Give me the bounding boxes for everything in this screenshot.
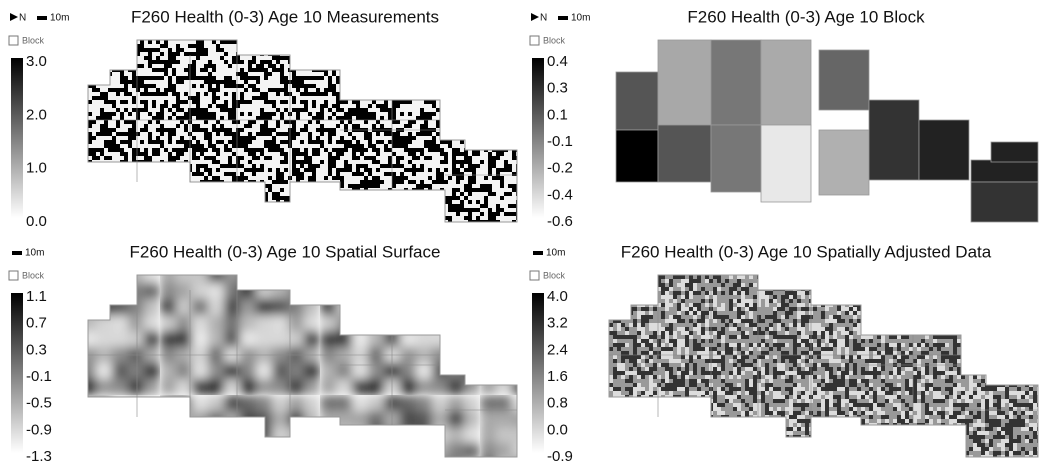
north-label: N — [19, 13, 26, 24]
panel: 10m F260 Health (0-3) Age 10 Spatial Surf… — [8, 242, 518, 465]
legend-box — [529, 270, 540, 281]
block — [710, 39, 762, 126]
colorbar-tick: 2.4 — [547, 341, 568, 358]
block — [760, 124, 812, 203]
colorbar-tick: -1.3 — [26, 448, 52, 465]
block — [760, 39, 812, 126]
block-lines — [88, 55, 517, 190]
map-area — [87, 39, 518, 223]
block — [868, 99, 920, 181]
colorbar — [11, 58, 23, 218]
colorbar-tick: 0.0 — [547, 421, 568, 438]
block — [657, 124, 712, 183]
panel-title: F260 Health (0-3) Age 10 Block — [687, 7, 925, 26]
legend-box — [8, 35, 19, 46]
colorbar-tick: -0.1 — [26, 368, 52, 385]
colorbar-tick: 3.2 — [547, 315, 568, 332]
panel: 10m F260 Health (0-3) Age 10 Spatially Ad… — [529, 242, 1039, 465]
colorbar-tick: 1.0 — [26, 160, 47, 177]
block-lines — [88, 290, 517, 425]
block — [657, 39, 712, 126]
legend-label: Block — [22, 35, 45, 45]
colorbar-tick: 1.1 — [26, 288, 47, 305]
colorbar — [532, 293, 544, 453]
legend-box — [8, 270, 19, 281]
scale-bar — [37, 16, 47, 20]
block — [970, 159, 1039, 183]
map-area — [87, 274, 518, 458]
colorbar-tick: -0.6 — [547, 213, 573, 230]
colorbar-tick: -0.4 — [547, 186, 573, 203]
colorbar-tick: 3.0 — [26, 53, 47, 70]
block — [818, 129, 870, 196]
block — [615, 71, 659, 131]
colorbar-tick: 0.1 — [547, 106, 568, 123]
colorbar-tick: 4.0 — [547, 288, 568, 305]
colorbar-tick: 0.3 — [547, 80, 568, 97]
scale-label: 10m — [25, 248, 44, 259]
colorbar-tick: 0.3 — [26, 341, 47, 358]
legend-box — [529, 35, 540, 46]
colorbar — [11, 293, 23, 453]
panel-title: F260 Health (0-3) Age 10 Measurements — [131, 7, 439, 26]
north-arrow — [10, 13, 18, 21]
block — [818, 49, 870, 111]
legend-label: Block — [543, 35, 566, 45]
map-area — [608, 274, 1039, 458]
colorbar-tick: -0.9 — [547, 448, 573, 465]
north-arrow — [531, 13, 539, 21]
block — [990, 141, 1039, 163]
scale-bar — [558, 16, 568, 20]
colorbar-tick: 1.6 — [547, 368, 568, 385]
north-label: N — [540, 13, 547, 24]
legend-label: Block — [543, 270, 566, 280]
colorbar-tick: 0.7 — [26, 315, 47, 332]
panel-title: F260 Health (0-3) Age 10 Spatially Adjus… — [621, 242, 992, 261]
panel-title: F260 Health (0-3) Age 10 Spatial Surface — [130, 242, 441, 261]
colorbar — [532, 58, 544, 218]
colorbar-tick: -0.2 — [547, 160, 573, 177]
scale-label: 10m — [571, 13, 590, 24]
block — [710, 124, 762, 193]
colorbar-tick: -0.9 — [26, 421, 52, 438]
colorbar-tick: 0.4 — [547, 53, 568, 70]
block — [918, 119, 970, 181]
scale-bar — [12, 251, 22, 255]
block-lines — [609, 290, 1038, 425]
colorbar-tick: 0.8 — [547, 395, 568, 412]
colorbar-tick: 0.0 — [26, 213, 47, 230]
scale-label: 10m — [50, 13, 69, 24]
scale-label: 10m — [546, 248, 565, 259]
block — [615, 129, 659, 183]
panel: N 10m F260 Health (0-3) Age 10 Block Block 0… — [529, 7, 1039, 230]
colorbar-tick: -0.5 — [26, 395, 52, 412]
colorbar-tick: -0.1 — [547, 133, 573, 150]
legend-label: Block — [22, 270, 45, 280]
panel: N 10m F260 Health (0-3) Age 10 Measurement… — [8, 7, 518, 230]
colorbar-tick: 2.0 — [26, 106, 47, 123]
scale-bar — [533, 251, 543, 255]
block — [970, 181, 1039, 223]
